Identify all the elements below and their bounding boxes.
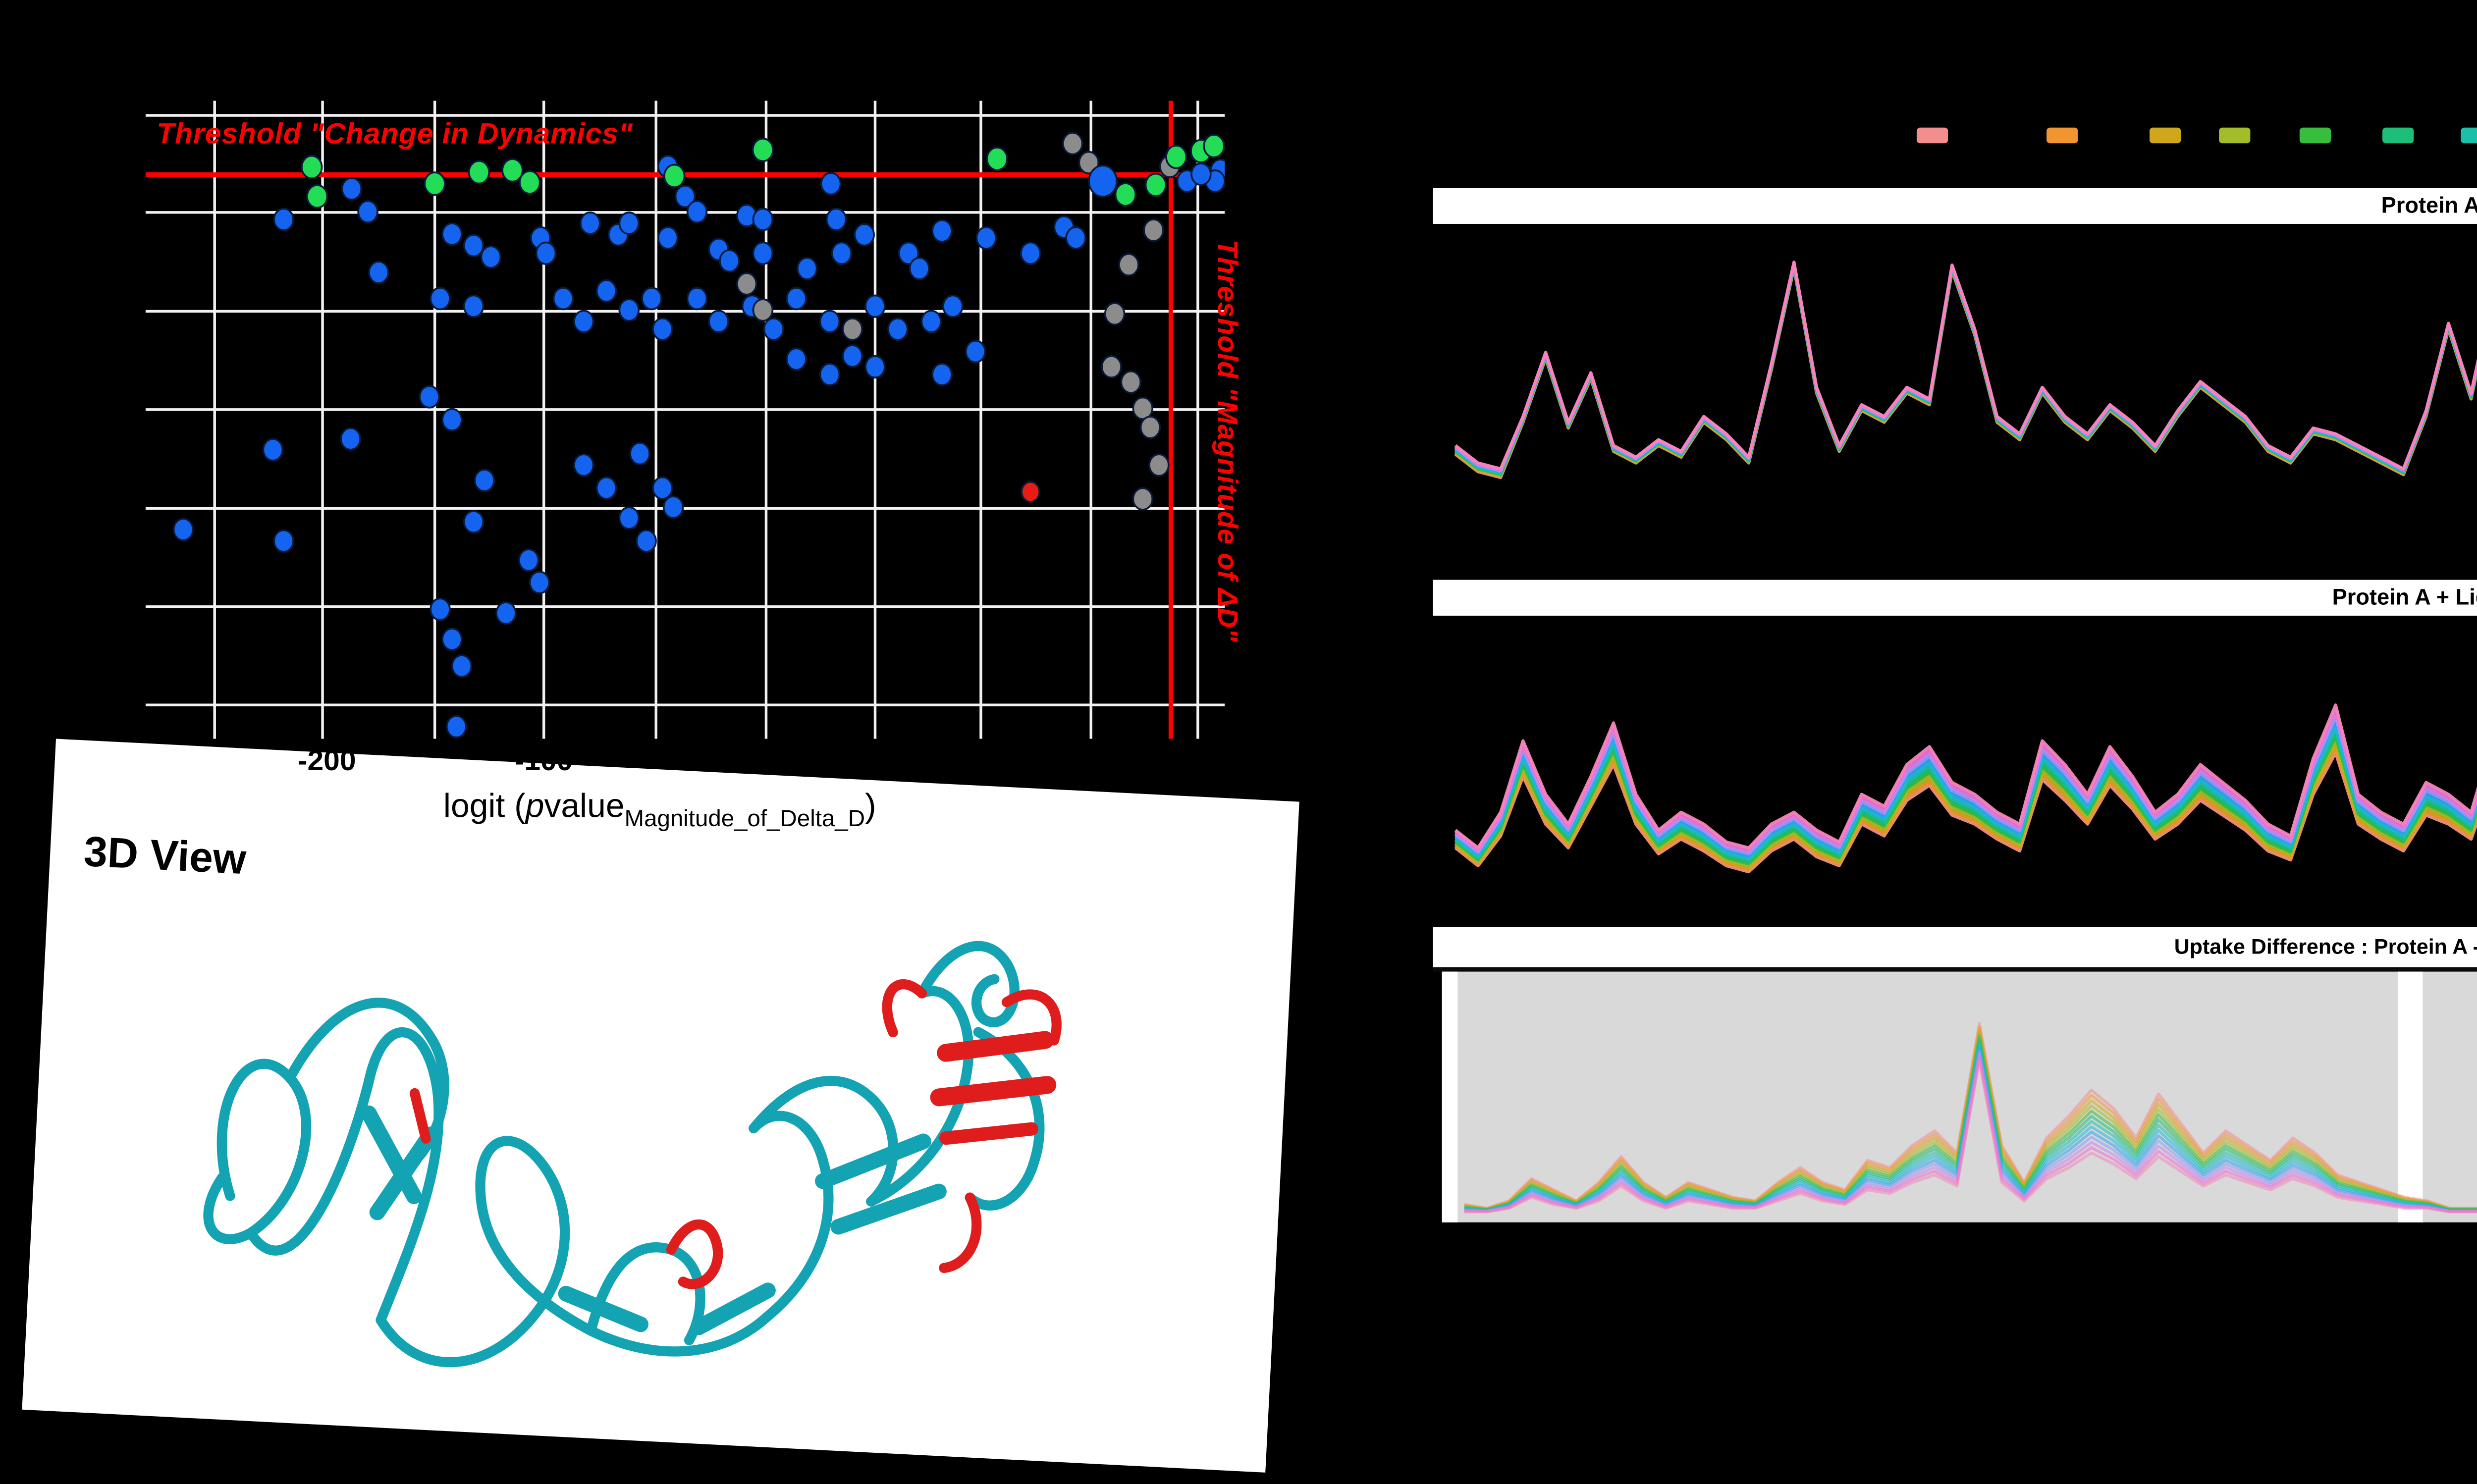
legend-swatch-timepoint-6[interactable]	[2382, 127, 2414, 144]
app-canvas: Threshold "Change in Dynamics" Threshold…	[22, 101, 2477, 1473]
protein-ribbon-3d[interactable]	[22, 739, 1299, 1473]
legend-swatch-timepoint-7[interactable]	[2461, 127, 2477, 144]
3d-view-panel[interactable]: 3D View	[22, 739, 1299, 1473]
legend-swatch-timepoint-3[interactable]	[2150, 127, 2181, 144]
x-tick-label: -100	[514, 743, 573, 777]
uptake-chart-protein-a[interactable]	[1433, 224, 2477, 542]
x-tick-label: -200	[297, 743, 356, 777]
uptake-chart-difference[interactable]	[1433, 972, 2477, 1222]
coverage-gap-band	[1442, 971, 1458, 1222]
timepoint-legend	[1433, 123, 2477, 150]
panel-title-protein-a-ligand: Protein A + Ligand	[1433, 580, 2477, 616]
panel-title-uptake-difference: Uptake Difference : Protein A - (Protein…	[1433, 927, 2477, 967]
legend-swatch-timepoint-4[interactable]	[2219, 127, 2251, 144]
legend-swatch-timepoint-5[interactable]	[2299, 127, 2331, 144]
3d-view-title: 3D View	[82, 830, 247, 885]
volcano-scatter-canvas[interactable]	[145, 101, 1225, 739]
legend-swatch-timepoint-1[interactable]	[1916, 127, 1948, 144]
threshold-magnitude-label: Threshold "Magnitude of ΔD"	[1211, 239, 1243, 642]
coverage-gap-band	[2398, 971, 2423, 1222]
difference-panel-border	[1433, 967, 2477, 972]
volcano-plot[interactable]: Threshold "Change in Dynamics" Threshold…	[145, 101, 1242, 739]
threshold-dynamics-label: Threshold "Change in Dynamics"	[157, 116, 633, 150]
legend-swatch-timepoint-2[interactable]	[2046, 127, 2078, 144]
panel-title-protein-a: Protein A	[1433, 188, 2477, 224]
uptake-chart-protein-a-ligand[interactable]	[1433, 616, 2477, 922]
volcano-x-axis-label: logit (pvalueMagnitude_of_Delta_D)	[443, 788, 876, 833]
